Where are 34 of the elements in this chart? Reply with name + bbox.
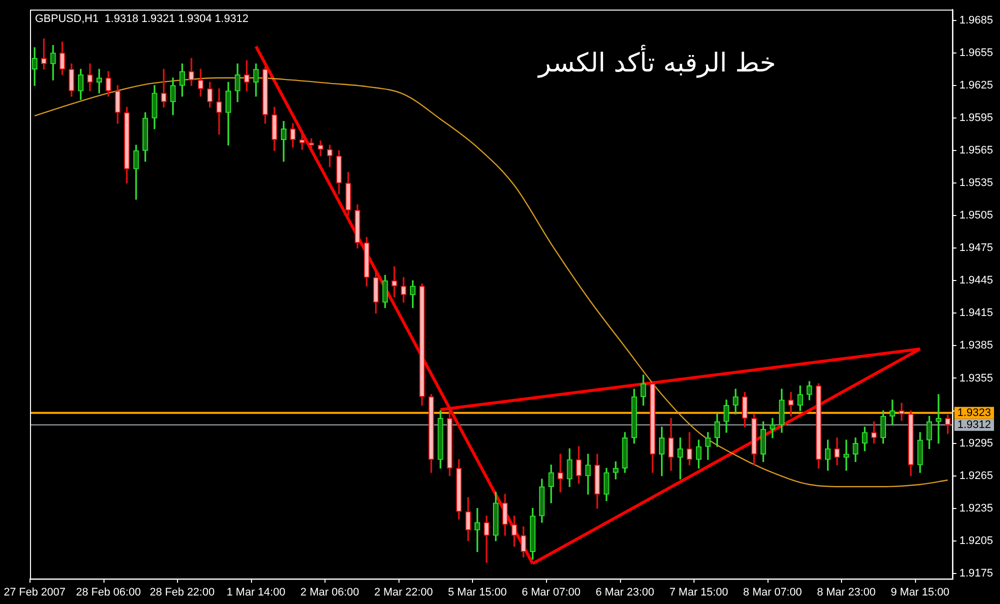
x-tick-label: 7 Mar 15:00 xyxy=(669,586,728,598)
x-tick-label: 8 Mar 07:00 xyxy=(743,586,802,598)
y-tick-label: 1.9175 xyxy=(959,567,994,580)
y-tick-label: 1.9295 xyxy=(959,437,994,450)
y-tick-label: 1.9565 xyxy=(959,144,994,157)
chart-title: GBPUSD,H1 1.9318 1.9321 1.9304 1.9312 xyxy=(35,13,248,26)
x-tick-label: 28 Feb 06:00 xyxy=(76,586,141,598)
x-tick-label: 28 Feb 22:00 xyxy=(150,586,215,598)
ref-line-label: 1.9323 xyxy=(957,406,992,419)
y-tick-label: 1.9655 xyxy=(959,47,994,59)
x-tick-label: 5 Mar 15:00 xyxy=(448,586,507,598)
x-tick-label: 2 Mar 06:00 xyxy=(300,586,360,598)
y-tick-label: 1.9205 xyxy=(959,534,994,547)
y-tick-label: 1.9445 xyxy=(959,274,994,287)
ref-line-label: 1.9312 xyxy=(957,418,992,431)
x-tick-label: 2 Mar 22:00 xyxy=(374,586,433,598)
y-tick-label: 1.9385 xyxy=(959,340,994,352)
y-tick-label: 1.9595 xyxy=(959,112,994,124)
x-tick-label: 9 Mar 15:00 xyxy=(890,586,950,598)
x-tick-label: 1 Mar 14:00 xyxy=(226,586,286,598)
y-tick-label: 1.9415 xyxy=(959,307,994,320)
y-tick-label: 1.9535 xyxy=(959,177,994,190)
y-tick-label: 1.9625 xyxy=(959,80,994,92)
y-tick-label: 1.9685 xyxy=(959,14,994,26)
x-tick-label: 8 Mar 23:00 xyxy=(816,586,876,598)
x-tick-label: 6 Mar 23:00 xyxy=(596,586,654,598)
y-tick-label: 1.9475 xyxy=(959,242,994,254)
x-tick-label: 27 Feb 2007 xyxy=(4,586,66,598)
y-tick-label: 1.9235 xyxy=(959,502,994,514)
x-tick-label: 6 Mar 07:00 xyxy=(522,586,580,598)
y-tick-label: 1.9265 xyxy=(959,470,994,482)
y-tick-label: 1.9505 xyxy=(959,210,994,222)
annotation: خط الرقبه تأكد الكسر xyxy=(536,44,776,78)
y-tick-label: 1.9355 xyxy=(959,372,994,384)
